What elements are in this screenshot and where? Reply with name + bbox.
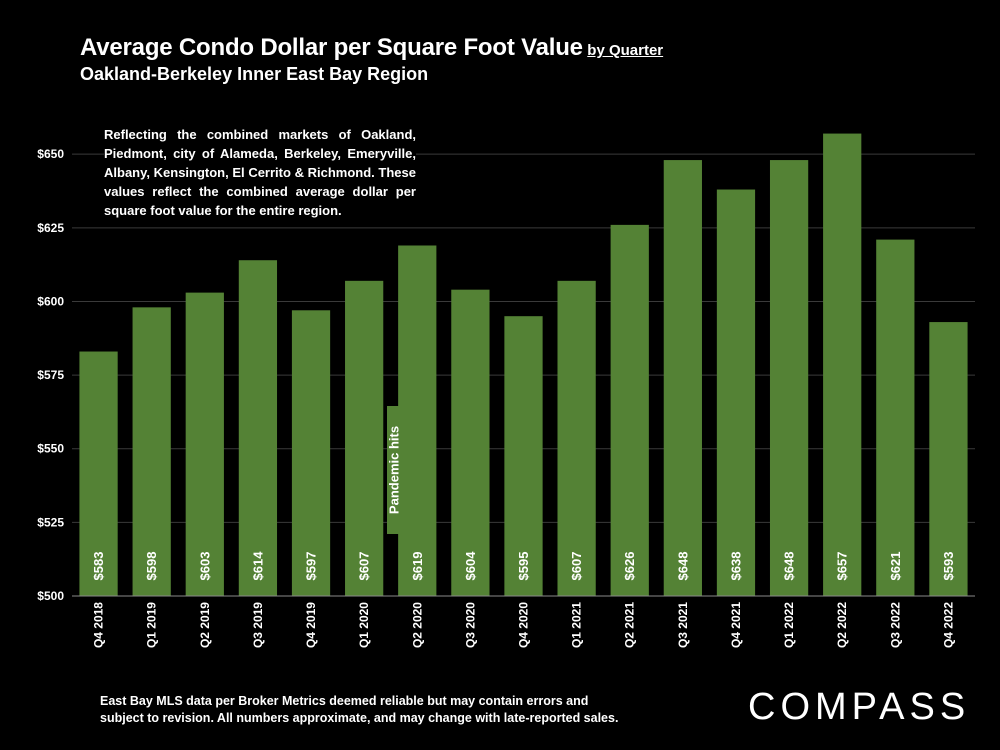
y-tick-label: $600 bbox=[37, 294, 64, 308]
x-tick-label: Q4 2020 bbox=[517, 602, 531, 648]
bar bbox=[876, 239, 915, 596]
title-block: Average Condo Dollar per Square Foot Val… bbox=[80, 34, 663, 85]
source-footnote: East Bay MLS data per Broker Metrics dee… bbox=[100, 694, 619, 725]
pandemic-annotation: Pandemic hits bbox=[386, 425, 402, 515]
x-tick-label: Q3 2019 bbox=[251, 602, 265, 648]
bar bbox=[291, 310, 331, 596]
bar-value-label: $638 bbox=[728, 552, 743, 581]
bar-value-label: $603 bbox=[197, 552, 212, 581]
bar bbox=[769, 160, 809, 596]
bar bbox=[185, 292, 224, 596]
bar bbox=[610, 224, 649, 596]
bar bbox=[557, 280, 596, 596]
bar-value-label: $607 bbox=[357, 552, 372, 581]
x-tick-label: Q1 2020 bbox=[357, 602, 371, 648]
x-tick-label: Q3 2020 bbox=[463, 602, 477, 648]
y-tick-label: $500 bbox=[37, 589, 64, 603]
pandemic-marker-background bbox=[387, 406, 401, 534]
bar bbox=[663, 160, 702, 596]
bar-value-label: $607 bbox=[569, 552, 584, 581]
bar bbox=[238, 260, 278, 596]
bar bbox=[451, 289, 490, 596]
bar-value-label: $598 bbox=[144, 552, 159, 581]
bar-value-label: $621 bbox=[888, 552, 903, 581]
bar bbox=[398, 245, 437, 596]
x-tick-label: Q1 2019 bbox=[145, 602, 159, 648]
bar bbox=[716, 189, 756, 596]
chart-subtitle: Oakland-Berkeley Inner East Bay Region bbox=[80, 64, 429, 84]
x-tick-label: Q2 2020 bbox=[410, 602, 424, 648]
bar bbox=[79, 351, 118, 596]
x-tick-label: Q3 2022 bbox=[888, 602, 902, 648]
bar-value-label: $619 bbox=[410, 552, 425, 581]
bar bbox=[132, 307, 171, 596]
x-tick-label: Q3 2021 bbox=[676, 602, 690, 648]
bar-value-label: $583 bbox=[91, 552, 106, 581]
compass-logo: COMPASS bbox=[748, 686, 971, 728]
bar-value-label: $604 bbox=[463, 551, 478, 581]
bar-value-label: $648 bbox=[782, 552, 797, 581]
bar-value-label: $614 bbox=[250, 551, 265, 581]
bar-value-label: $626 bbox=[622, 552, 637, 581]
x-tick-label: Q1 2021 bbox=[570, 602, 584, 648]
y-tick-label: $650 bbox=[37, 147, 64, 161]
y-tick-label: $575 bbox=[37, 368, 64, 382]
bar bbox=[345, 280, 384, 596]
bar-value-label: $593 bbox=[941, 552, 956, 581]
bar-value-label: $648 bbox=[675, 552, 690, 581]
bar-value-label: $595 bbox=[516, 552, 531, 581]
bar-value-label: $657 bbox=[835, 552, 850, 581]
x-tick-label: Q4 2022 bbox=[941, 602, 955, 648]
bar bbox=[823, 133, 862, 596]
chart-annotation: Reflecting the combined markets of Oakla… bbox=[104, 125, 416, 220]
bar-value-label: $597 bbox=[304, 552, 319, 581]
x-tick-label: Q2 2022 bbox=[835, 602, 849, 648]
x-tick-label: Q2 2021 bbox=[623, 602, 637, 648]
chart-title-suffix: by Quarter bbox=[587, 42, 664, 59]
y-tick-label: $525 bbox=[37, 515, 64, 529]
bar bbox=[504, 316, 543, 596]
y-tick-label: $550 bbox=[37, 442, 64, 456]
x-tick-label: Q4 2019 bbox=[304, 602, 318, 648]
bar bbox=[929, 322, 968, 596]
x-tick-label: Q4 2018 bbox=[92, 602, 106, 648]
y-tick-label: $625 bbox=[37, 221, 64, 235]
chart-title-main: Average Condo Dollar per Square Foot Val… bbox=[80, 34, 583, 61]
x-tick-label: Q1 2022 bbox=[782, 602, 796, 648]
x-tick-label: Q4 2021 bbox=[729, 602, 743, 648]
chart-title: Average Condo Dollar per Square Foot Val… bbox=[80, 34, 663, 62]
x-tick-label: Q2 2019 bbox=[198, 602, 212, 648]
